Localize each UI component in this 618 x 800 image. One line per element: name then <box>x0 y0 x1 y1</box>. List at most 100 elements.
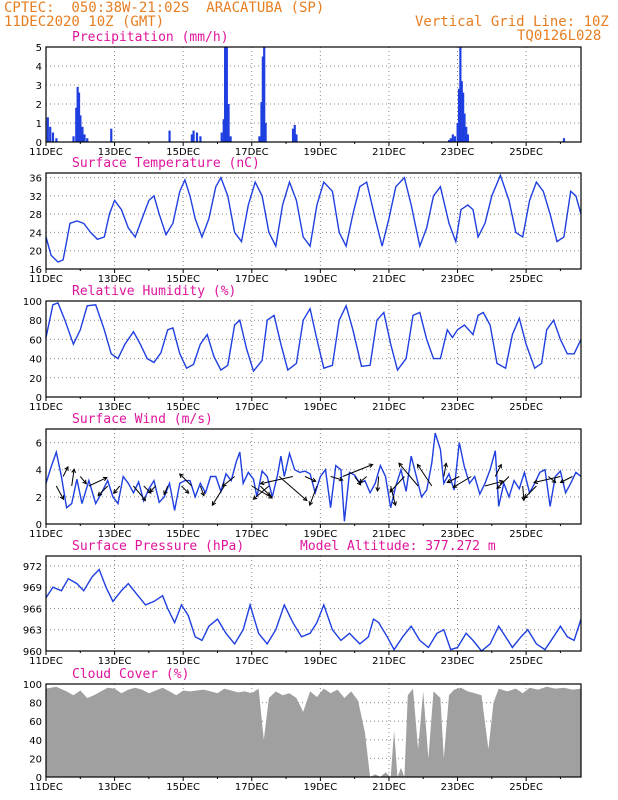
wind-arrow-shaft <box>278 476 308 501</box>
wind-arrow-head <box>358 478 364 484</box>
wind-arrow <box>199 485 205 497</box>
wind-arrow <box>330 476 344 482</box>
wind-arrow-head <box>551 478 557 484</box>
wind-arrow-shaft <box>389 476 405 493</box>
x-tick-label: 23DEC <box>441 782 475 793</box>
panel-frame <box>45 683 582 778</box>
rh-panel: 11DEC 13DEC 15DEC 17DEC 19DEC 21DEC 23DEC 25DEC… <box>23 284 582 413</box>
pres-panel: 11DEC 13DEC 15DEC 17DEC 19DEC 21DEC 23DEC 25DEC… <box>23 539 582 667</box>
wind-arrow-head <box>179 473 184 478</box>
wind-arrow-shaft <box>88 477 108 487</box>
x-tick-label: 19DEC <box>303 529 337 540</box>
wind-arrow-shaft <box>484 480 504 487</box>
wind-arrow-head <box>211 501 217 507</box>
x-tick-label: 21DEC <box>372 274 406 285</box>
precip-panel: 11DEC 13DEC 15DEC 17DEC 19DEC 21DEC 23DEC 25DEC… <box>29 30 582 158</box>
wind-arrow-shaft <box>354 476 362 486</box>
x-tick-label: 21DEC <box>372 529 406 540</box>
x-tick-label: 15DEC <box>166 529 200 540</box>
x-tick-label: 17DEC <box>235 529 269 540</box>
wind-arrow-shaft <box>252 485 270 500</box>
wind-arrow <box>88 476 108 487</box>
y-tick-label: 20 <box>29 754 42 765</box>
wind-arrow <box>79 476 87 485</box>
wind-arrow-head <box>113 489 118 495</box>
y-tick-label: 80 <box>29 316 42 327</box>
panel-frame <box>45 555 582 652</box>
wind-title: Surface Wind (m/s) <box>72 412 213 427</box>
wind-arrow-head <box>265 491 271 497</box>
precip-bar <box>49 126 52 142</box>
precip-bar <box>451 134 454 142</box>
wind-arrow <box>71 468 76 487</box>
wind-arrow <box>452 476 472 488</box>
y-tick-label: 20 <box>29 247 42 258</box>
pres-series-line <box>45 568 582 652</box>
wind-arrow-shaft <box>309 485 318 506</box>
x-tick-label: 17DEC <box>235 782 269 793</box>
x-tick-label: 17DEC <box>235 147 269 158</box>
x-tick-label: 21DEC <box>372 402 406 413</box>
header-grid-line: Vertical Grid Line: 10Z <box>415 14 609 30</box>
wind-arrow <box>496 476 510 490</box>
wind-arrow-shaft <box>113 485 121 494</box>
wind-arrow <box>149 485 157 493</box>
wind-arrow-head <box>59 495 64 501</box>
y-tick-label: 6 <box>36 439 42 450</box>
wind-arrow-shaft <box>447 476 460 483</box>
precip-bar <box>449 138 452 142</box>
wind-arrow-shaft <box>97 485 109 496</box>
wind-arrow-head <box>102 476 108 482</box>
wind-arrow <box>211 485 225 507</box>
y-tick-label: 963 <box>23 626 42 637</box>
precip-bar <box>224 47 227 142</box>
wind-arrow <box>97 485 109 497</box>
wind-arrow-shaft <box>199 485 205 496</box>
precip-bar <box>220 132 223 142</box>
cloud-cover-area <box>46 686 581 777</box>
wind-arrow-head <box>252 495 258 500</box>
precip-bar <box>77 92 81 142</box>
x-tick-label: 25DEC <box>509 402 543 413</box>
x-tick-label: 25DEC <box>509 274 543 285</box>
y-tick-label: 5 <box>36 43 42 54</box>
wind-arrow <box>443 462 448 477</box>
precip-bar <box>261 56 264 142</box>
y-tick-label: 0 <box>36 138 42 149</box>
wind-arrow <box>375 476 381 492</box>
y-tick-label: 32 <box>29 192 42 203</box>
x-tick-label: 23DEC <box>441 402 475 413</box>
precip-bar <box>79 115 82 142</box>
y-tick-label: 4 <box>36 62 42 73</box>
wind-arrow-shaft <box>181 485 190 494</box>
x-tick-label: 13DEC <box>98 782 132 793</box>
precip-bar <box>453 136 456 142</box>
precip-bar <box>263 47 266 142</box>
wind-arrow <box>533 476 561 485</box>
wind-arrow <box>446 476 460 484</box>
precip-bar <box>457 88 461 142</box>
precip-bar <box>72 136 75 142</box>
x-tick-label: 25DEC <box>509 656 543 667</box>
x-tick-label: 15DEC <box>166 402 200 413</box>
wind-arrow-shaft <box>71 469 75 487</box>
rh-title: Relative Humidity (%) <box>72 284 236 299</box>
header-model: TQ0126L028 <box>517 28 602 44</box>
x-tick-label: 25DEC <box>509 147 543 158</box>
x-tick-label: 15DEC <box>166 656 200 667</box>
x-tick-label: 19DEC <box>303 656 337 667</box>
precip-bar <box>75 107 78 142</box>
y-tick-label: 20 <box>29 374 42 385</box>
wind-arrow-shaft <box>548 476 556 483</box>
precip-bar <box>81 126 84 142</box>
precip-bar <box>462 92 465 142</box>
wind-arrow-head <box>496 484 501 490</box>
wind-arrow-head <box>375 487 381 492</box>
wind-arrow-head <box>221 482 227 487</box>
pres-title: Surface Pressure (hPa) <box>72 539 244 554</box>
precip-bar <box>258 136 261 142</box>
precip-bar <box>83 134 86 142</box>
y-tick-label: 966 <box>23 604 42 615</box>
precip-bar <box>291 128 295 142</box>
wind-arrow-shaft <box>376 476 380 491</box>
